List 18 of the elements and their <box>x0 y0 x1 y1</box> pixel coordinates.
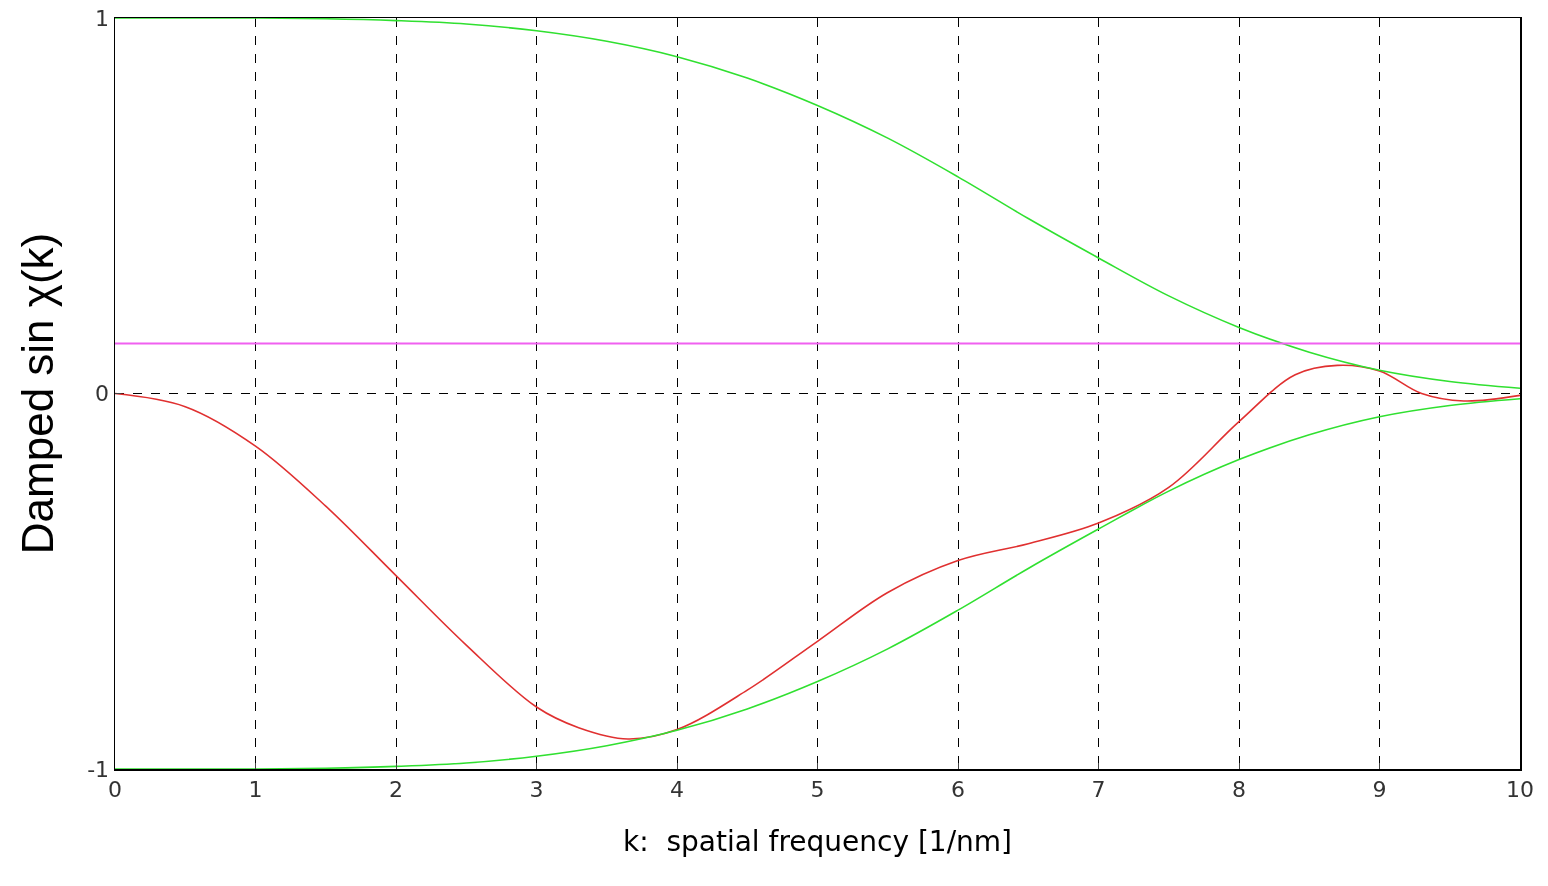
x-tick-label: 7 <box>1091 776 1106 802</box>
x-axis-title: k: spatial frequency [1/nm] <box>622 824 1013 858</box>
x-tick-label: 8 <box>1232 776 1246 802</box>
x-tick-label: 2 <box>389 776 403 802</box>
x-tick-label: 1 <box>248 776 263 802</box>
x-tick-label: 4 <box>670 776 684 802</box>
y-tick-label: 1 <box>95 5 110 31</box>
x-tick-label: 5 <box>810 776 825 802</box>
x-tick-label: 10 <box>1506 776 1534 802</box>
x-tick-label: 3 <box>529 776 544 802</box>
x-tick-label: 9 <box>1372 776 1387 802</box>
y-tick-label: -1 <box>87 756 110 782</box>
x-tick-label: 6 <box>951 776 965 802</box>
line-series <box>115 397 1520 769</box>
line-series <box>115 364 1520 740</box>
y-tick-label: 0 <box>95 381 110 407</box>
line-series <box>115 18 1520 390</box>
y-axis-title: Damped sin χ(k) <box>12 232 62 555</box>
